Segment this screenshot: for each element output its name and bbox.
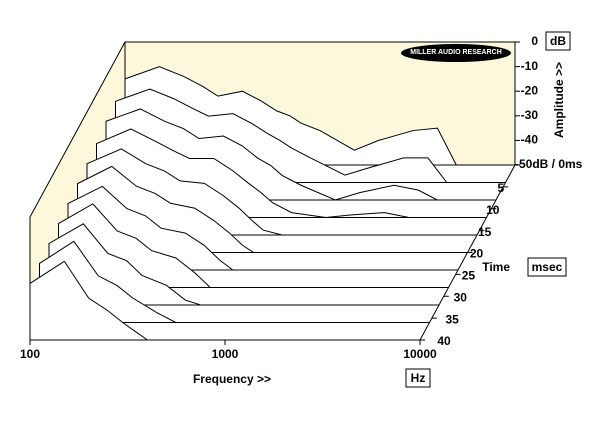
y-tick-label: -10: [521, 59, 539, 73]
decay-slice: [67, 185, 458, 271]
z-unit: msec: [532, 260, 563, 274]
y-tick-label: -30: [521, 108, 539, 122]
logo: MILLER AUDIO RESEARCH: [410, 49, 502, 56]
z-tick-label: 35: [445, 312, 459, 326]
y-axis-label: Amplitude >>: [552, 62, 566, 138]
z-tick-label: 40: [437, 334, 451, 348]
axes: MILLER AUDIO RESEARCH Frequency >> Hz dB…: [20, 31, 583, 388]
y-unit: dB: [550, 34, 566, 48]
z-tick-label: 20: [470, 247, 484, 261]
z-tick-label: 10: [486, 203, 500, 217]
decay-slice: [39, 240, 430, 323]
x-tick-label: 1000: [212, 347, 239, 361]
slices: [29, 66, 515, 341]
x-tick-label: 100: [20, 347, 40, 361]
unit-box: [545, 31, 571, 51]
logo-badge: [401, 44, 511, 62]
unit-box: [405, 368, 431, 388]
decay-slice: [58, 203, 449, 288]
y-tick-label: -40: [521, 133, 539, 147]
y-tick-label: -20: [521, 83, 539, 97]
z-tick-label: 30: [454, 290, 468, 304]
y-tick-label: 0: [531, 34, 538, 48]
decay-slice: [48, 223, 439, 306]
x-tick-label: 10000: [403, 347, 437, 361]
x-unit: Hz: [411, 371, 426, 385]
z-tick-label: 25: [462, 269, 476, 283]
z-axis-label: Time: [482, 260, 510, 274]
x-axis-label: Frequency >>: [193, 372, 271, 386]
unit-box: [527, 257, 567, 277]
z-tick-label: 15: [478, 225, 492, 239]
y-tick-label: -50dB / 0ms: [515, 157, 583, 171]
z-tick-label: 5: [498, 181, 505, 195]
